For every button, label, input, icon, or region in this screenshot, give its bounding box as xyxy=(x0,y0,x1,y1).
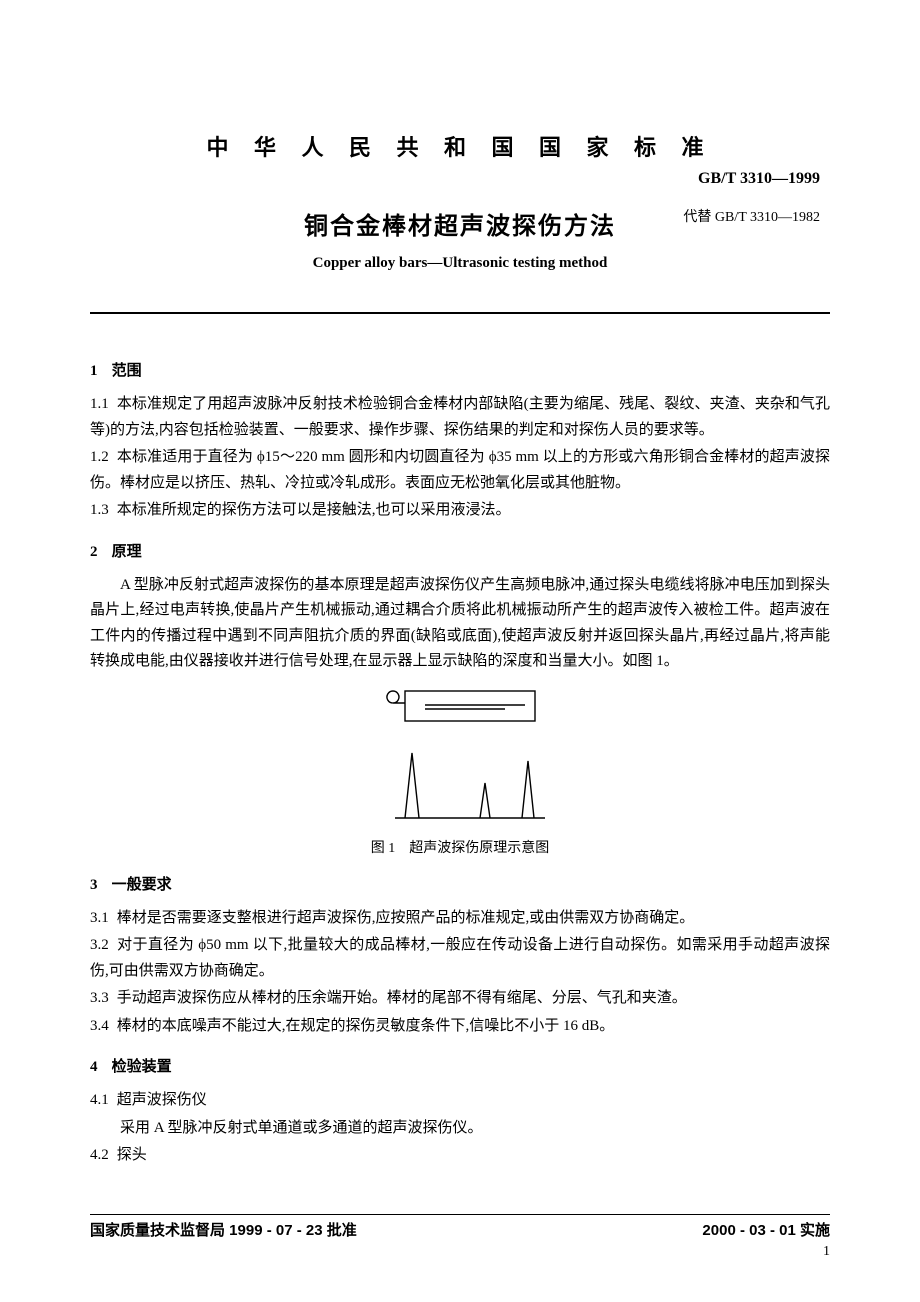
section-2-num: 2 xyxy=(90,544,98,560)
section-3-title: 一般要求 xyxy=(112,876,172,893)
document-header: 中 华 人 民 共 和 国 国 家 标 准 GB/T 3310—1999 铜合金… xyxy=(90,130,830,272)
clause-3-1-text: 棒材是否需要逐支整根进行超声波探伤,应按照产品的标准规定,或由供需双方协商确定。 xyxy=(117,910,695,926)
implement-text: 2000 - 03 - 01 实施 xyxy=(702,1219,830,1240)
clause-4-1: 4.1 超声波探伤仪 xyxy=(90,1088,830,1114)
section-1-heading: 1 范围 xyxy=(90,359,830,380)
section-3-heading: 3 一般要求 xyxy=(90,873,830,894)
clause-4-1-num: 4.1 xyxy=(90,1092,109,1108)
clause-3-4-num: 3.4 xyxy=(90,1018,109,1034)
section-2-paragraph: A 型脉冲反射式超声波探伤的基本原理是超声波探伤仪产生高频电脉冲,通过探头电缆线… xyxy=(90,573,830,675)
clause-3-2-num: 3.2 xyxy=(90,937,109,953)
section-1-title: 范围 xyxy=(112,362,142,379)
clause-3-3-text: 手动超声波探伤应从棒材的压余端开始。棒材的尾部不得有缩尾、分层、气孔和夹渣。 xyxy=(117,990,687,1006)
clause-1-1: 1.1本标准规定了用超声波脉冲反射技术检验铜合金棒材内部缺陷(主要为缩尾、残尾、… xyxy=(90,392,830,443)
clause-1-2-num: 1.2 xyxy=(90,449,109,465)
clause-4-2-num: 4.2 xyxy=(90,1147,109,1163)
clause-3-3-num: 3.3 xyxy=(90,990,109,1006)
clause-3-3: 3.3 手动超声波探伤应从棒材的压余端开始。棒材的尾部不得有缩尾、分层、气孔和夹渣… xyxy=(90,986,830,1012)
section-4-heading: 4 检验装置 xyxy=(90,1055,830,1076)
clause-3-1: 3.1 棒材是否需要逐支整根进行超声波探伤,应按照产品的标准规定,或由供需双方协商… xyxy=(90,906,830,932)
clause-3-2-text: 对于直径为 ϕ50 mm 以下,批量较大的成品棒材,一般应在传动设备上进行自动探… xyxy=(90,937,830,979)
page-number: 1 xyxy=(90,1244,830,1260)
national-standard-label: 中 华 人 民 共 和 国 国 家 标 准 xyxy=(90,130,830,162)
footer-row: 国家质量技术监督局 1999 - 07 - 23 批准 2000 - 03 - … xyxy=(90,1215,830,1240)
header-divider xyxy=(90,312,830,314)
clause-3-2: 3.2对于直径为 ϕ50 mm 以下,批量较大的成品棒材,一般应在传动设备上进行… xyxy=(90,933,830,984)
title-english: Copper alloy bars—Ultrasonic testing met… xyxy=(90,255,830,272)
section-2-title: 原理 xyxy=(112,543,142,560)
clause-1-3-num: 1.3 xyxy=(90,502,109,518)
section-1-num: 1 xyxy=(90,363,98,379)
figure-1-caption: 图 1 超声波探伤原理示意图 xyxy=(90,837,830,857)
section-3-num: 3 xyxy=(90,877,98,893)
clause-4-1-paragraph: 采用 A 型脉冲反射式单通道或多通道的超声波探伤仪。 xyxy=(90,1116,830,1142)
ultrasonic-diagram-icon xyxy=(350,683,570,833)
clause-4-2-text: 探头 xyxy=(117,1147,147,1163)
clause-1-2: 1.2本标准适用于直径为 ϕ15～220 mm 圆形和内切圆直径为 ϕ35 mm… xyxy=(90,445,830,496)
clause-1-3: 1.3 本标准所规定的探伤方法可以是接触法,也可以采用液浸法。 xyxy=(90,498,830,524)
section-4-title: 检验装置 xyxy=(112,1058,172,1075)
clause-1-1-text: 本标准规定了用超声波脉冲反射技术检验铜合金棒材内部缺陷(主要为缩尾、残尾、裂纹、… xyxy=(90,396,830,438)
title-row: 铜合金棒材超声波探伤方法 代替 GB/T 3310—1982 xyxy=(90,206,830,241)
page-footer: 国家质量技术监督局 1999 - 07 - 23 批准 2000 - 03 - … xyxy=(90,1206,830,1260)
approval-text: 国家质量技术监督局 1999 - 07 - 23 批准 xyxy=(90,1219,357,1240)
clause-1-1-num: 1.1 xyxy=(90,396,109,412)
replaces-label: 代替 GB/T 3310—1982 xyxy=(683,206,820,226)
clause-4-1-text: 超声波探伤仪 xyxy=(117,1092,207,1108)
clause-1-3-text: 本标准所规定的探伤方法可以是接触法,也可以采用液浸法。 xyxy=(117,502,511,518)
section-2-heading: 2 原理 xyxy=(90,540,830,561)
figure-1-block: 图 1 超声波探伤原理示意图 xyxy=(90,683,830,857)
clause-3-4: 3.4 棒材的本底噪声不能过大,在规定的探伤灵敏度条件下,信噪比不小于 16 dB… xyxy=(90,1014,830,1040)
clause-3-4-text: 棒材的本底噪声不能过大,在规定的探伤灵敏度条件下,信噪比不小于 16 dB。 xyxy=(117,1018,615,1034)
standard-code: GB/T 3310—1999 xyxy=(90,170,830,188)
clause-4-2: 4.2 探头 xyxy=(90,1143,830,1169)
section-4-num: 4 xyxy=(90,1059,98,1075)
clause-3-1-num: 3.1 xyxy=(90,910,109,926)
clause-1-2-text: 本标准适用于直径为 ϕ15～220 mm 圆形和内切圆直径为 ϕ35 mm 以上… xyxy=(90,449,830,491)
